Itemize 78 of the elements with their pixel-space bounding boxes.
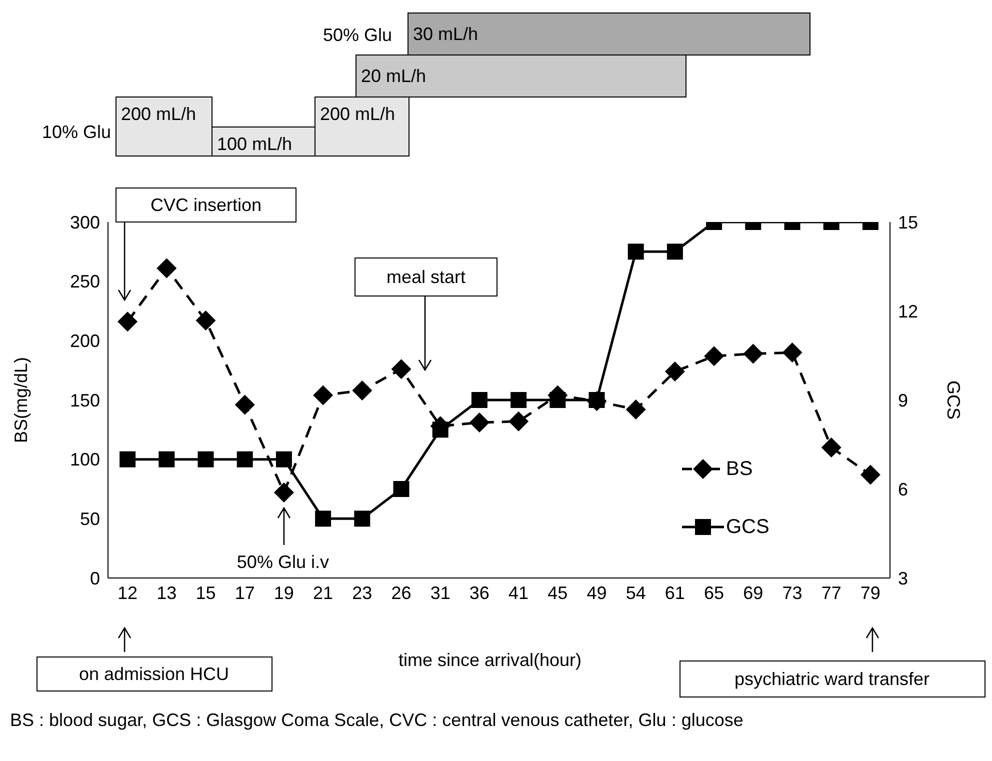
point (118, 312, 138, 332)
point (276, 451, 292, 468)
x-tick-label: 26 (391, 582, 412, 603)
text: on admission HCU (78, 664, 230, 684)
y-tick-label: 200 (70, 331, 100, 352)
point (315, 510, 332, 527)
point (860, 464, 880, 485)
x-tick-label: 73 (782, 582, 802, 603)
point (313, 385, 334, 406)
point (198, 451, 214, 468)
text: 200 mL/h (121, 104, 196, 124)
point (196, 310, 216, 330)
point (156, 258, 177, 278)
text: psychiatric ward transfer (734, 668, 930, 689)
y2-tick-label: 12 (898, 301, 918, 322)
point (274, 482, 294, 503)
y-axis-title: BS(mg/dL) (10, 356, 31, 444)
point (354, 510, 370, 527)
y-tick-label: 0 (90, 568, 100, 588)
text: 100 mL/h (217, 134, 292, 154)
legend-label: GCS (726, 516, 770, 538)
x-axis-title: time since arrival(hour) (398, 650, 582, 670)
y-tick-label: 250 (70, 272, 100, 292)
y2-tick-label: 3 (898, 568, 908, 588)
x-tick-label: 21 (313, 582, 334, 603)
text: 50% Glu (322, 24, 392, 45)
x-tick-label: 79 (860, 582, 880, 603)
x-tick-label: 17 (234, 582, 255, 603)
x-tick-label: 19 (274, 582, 294, 603)
point (391, 359, 412, 380)
text: CVC insertion (150, 194, 262, 215)
x-tick-label: 77 (821, 582, 842, 603)
x-tick-label: 13 (156, 582, 177, 603)
x-tick-label: 41 (508, 582, 529, 603)
x-tick-label: 23 (352, 582, 372, 603)
point (158, 451, 175, 468)
text: BS : blood sugar, GCS : Glasgow Coma Scale, CVC : central venous catheter, Glu : glucose (10, 709, 744, 732)
x-tick-label: 65 (704, 582, 724, 603)
point (782, 342, 802, 363)
x-tick-label: 15 (196, 582, 216, 603)
text: 200 mL/h (320, 104, 396, 124)
point (704, 346, 724, 366)
legend-label: BS (726, 458, 753, 480)
point (743, 344, 764, 364)
point (393, 481, 410, 497)
x-tick-label: 61 (664, 582, 685, 603)
point (120, 451, 136, 468)
point (626, 399, 646, 420)
point (664, 362, 685, 382)
x-tick-label: 12 (118, 582, 138, 603)
x-tick-label: 31 (430, 582, 450, 603)
x-tick-label: 49 (586, 582, 607, 603)
point (352, 380, 372, 401)
x-tick-label: 45 (548, 582, 568, 603)
text: 10% Glu (42, 122, 111, 142)
text: 20 mL/h (361, 66, 426, 86)
y2-tick-label: 9 (898, 390, 908, 410)
y-tick-label: 300 (70, 212, 100, 232)
x-tick-label: 54 (626, 582, 646, 603)
y2-tick-label: 6 (898, 479, 908, 500)
y2-tick-label: 15 (898, 212, 918, 232)
y-tick-label: 50 (80, 509, 100, 530)
y-tick-label: 150 (70, 390, 100, 410)
annotation: 50% Glu i.v (236, 552, 329, 572)
point (821, 437, 842, 458)
point (510, 392, 527, 408)
x-tick-label: 36 (469, 582, 490, 603)
point (586, 391, 607, 412)
text: 30 mL/h (413, 24, 478, 44)
point (508, 411, 529, 432)
point (471, 392, 488, 408)
point (469, 412, 490, 433)
annotation: meal start (386, 266, 466, 287)
point (234, 394, 255, 415)
x-tick-label: 69 (743, 582, 764, 603)
point (236, 451, 253, 468)
y2-axis-title: GCS (943, 380, 964, 420)
y-tick-label: 100 (70, 450, 100, 470)
